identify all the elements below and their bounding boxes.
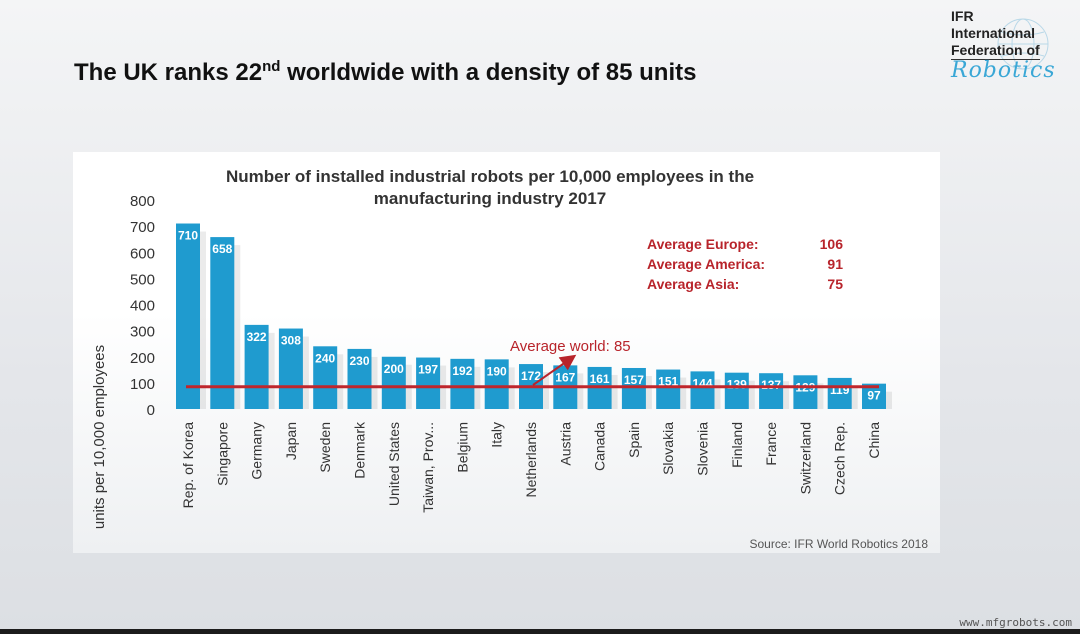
x-tick-label: France [763,422,779,466]
x-tick-label: Denmark [352,421,368,479]
bar [210,237,235,409]
y-tick-label: 400 [130,298,155,315]
x-tick-label: Sweden [317,422,333,473]
average-annotation-value: 91 [827,256,843,272]
data-label: 190 [487,364,507,378]
x-tick-label: Austria [557,422,573,466]
data-label: 658 [212,242,232,256]
average-annotation-label: Average Europe: [647,236,759,252]
y-tick-label: 0 [147,402,155,419]
page-headline: The UK ranks 22nd worldwide with a densi… [74,58,696,87]
data-label: 192 [452,364,472,378]
chart-title-line-2: manufacturing industry 2017 [374,189,606,208]
chart-panel: Number of installed industrial robots pe… [73,152,940,553]
bar [690,371,715,409]
globe-icon [997,18,1049,70]
bar [176,223,200,409]
x-tick-label: Rep. of Korea [180,422,196,509]
bar [793,375,818,409]
y-tick-label: 700 [130,219,155,236]
data-label: 308 [281,334,301,348]
x-tick-label: Singapore [214,422,230,486]
average-annotation-label: Average Asia: [647,276,739,292]
y-tick-label: 600 [130,245,155,262]
average-annotation-label: Average America: [647,256,765,272]
y-tick-label: 800 [130,193,155,210]
bar-chart: Number of installed industrial robots pe… [91,167,928,551]
data-label: 161 [590,372,610,386]
x-tick-label: China [866,422,882,459]
bar [827,377,852,409]
bar [759,373,784,409]
bar [484,359,509,409]
y-tick-label: 300 [130,324,155,341]
x-tick-label: Belgium [454,422,470,473]
data-label: 167 [555,370,575,384]
x-tick-label: Switzerland [797,422,813,494]
average-annotation-value: 106 [820,236,844,252]
x-tick-label: Taiwan, Prov... [420,422,436,513]
logo-line: IFR [951,8,974,24]
bar [724,372,749,409]
data-label: 322 [247,330,267,344]
data-label: 240 [315,351,335,365]
data-label: 157 [624,373,644,387]
data-label: 119 [830,383,850,397]
watermark: www.mfgrobots.com [959,616,1072,629]
y-tick-label: 100 [130,376,155,393]
data-label: 172 [521,369,541,383]
bottom-bar [0,629,1080,634]
x-tick-label: United States [386,422,402,506]
bar [656,369,681,409]
bar [313,346,338,409]
bar [621,367,646,409]
data-label: 97 [867,389,881,403]
source-note: Source: IFR World Robotics 2018 [749,537,928,551]
data-label: 200 [384,362,404,376]
bar [416,357,441,409]
average-world-label: Average world: 85 [510,338,631,355]
bar [381,356,406,409]
headline-superscript: nd [262,58,281,75]
bar [278,328,303,409]
logo-line: International [951,25,1036,41]
x-tick-label: Slovakia [660,422,676,475]
x-tick-label: Czech Rep. [832,422,848,495]
data-label: 139 [727,378,747,392]
data-label: 137 [761,378,781,392]
x-tick-label: Canada [592,422,608,471]
arrow-icon [532,354,577,386]
x-tick-label: Japan [283,422,299,460]
data-label: 230 [349,354,369,368]
logo-line: Federation of [951,42,1040,60]
data-label: 197 [418,363,438,377]
x-tick-label: Italy [489,422,505,448]
headline-text: The UK ranks 22 [74,59,263,86]
y-tick-label: 500 [130,271,155,288]
average-annotation-value: 75 [827,276,843,292]
x-tick-label: Slovenia [695,422,711,476]
logo-script: Robotics [951,58,1056,83]
chart-title-line-1: Number of installed industrial robots pe… [226,167,754,186]
bar [347,348,372,409]
x-tick-label: Germany [249,422,265,480]
headline-text-end: worldwide with a density of 85 units [280,59,697,86]
data-label: 151 [658,375,678,389]
y-tick-label: 200 [130,350,155,367]
x-tick-label: Netherlands [523,422,539,498]
y-axis-label: units per 10,000 employees [91,345,108,529]
bar [450,358,475,409]
ifr-logo: IFR International Federation of Robotics [951,8,1071,108]
x-tick-label: Finland [729,422,745,468]
x-tick-label: Spain [626,422,642,458]
bar [244,324,269,409]
data-label: 710 [178,229,198,243]
